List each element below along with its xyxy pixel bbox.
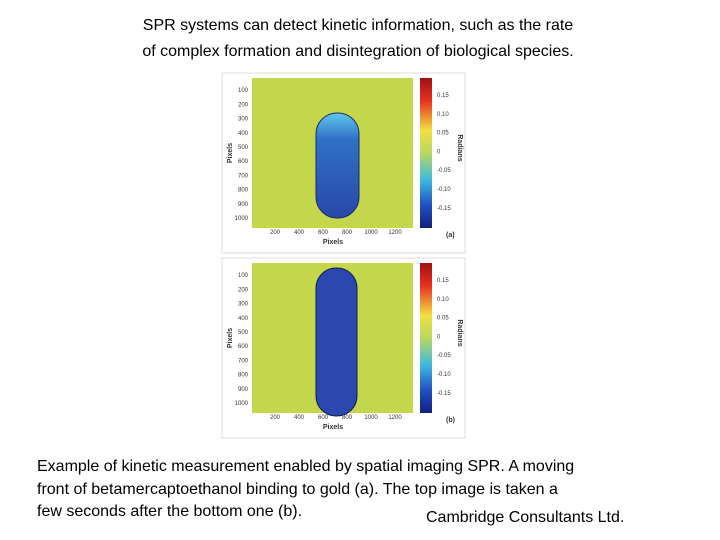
y-tick-label: 500 [238,330,249,336]
x-tick-label: 600 [318,230,329,236]
y-tick-label: 1000 [235,401,249,407]
colorbar-tick-label: -0.15 [437,206,451,212]
colorbar-tick-label: -0.10 [437,372,451,378]
caption-line: front of betamercaptoethanol binding to … [37,481,558,498]
colorbar-label: Radians [456,134,463,161]
y-axis-label: Pixels [227,143,234,163]
heatmap-blob [315,267,358,417]
colorbar-tick-label: -0.05 [437,353,451,359]
x-tick-label: 1200 [388,230,402,236]
y-tick-label: 600 [238,159,249,165]
y-tick-label: 100 [238,273,249,279]
y-tick-label: 800 [238,373,249,379]
y-tick-label: 200 [238,102,249,108]
colorbar [420,263,432,413]
x-tick-label: 400 [294,415,305,421]
colorbar [420,78,432,228]
colorbar-tick-label: 0.05 [437,131,449,137]
header-line: of complex formation and disintegration … [142,43,573,60]
y-tick-label: 800 [238,188,249,194]
x-tick-label: 200 [270,415,281,421]
y-tick-label: 900 [238,202,249,208]
x-tick-label: 800 [342,230,353,236]
colorbar-tick-label: 0 [437,334,441,340]
panel-tag: (b) [446,417,455,424]
colorbar-tick-label: -0.10 [437,187,451,193]
y-tick-label: 200 [238,287,249,293]
y-tick-label: 300 [238,302,249,308]
y-tick-label: 900 [238,387,249,393]
x-tick-label: 600 [318,415,329,421]
y-tick-label: 100 [238,88,249,94]
y-tick-label: 1000 [235,216,249,222]
colorbar-tick-label: 0.05 [437,316,449,322]
x-tick-label: 1000 [364,230,378,236]
y-tick-label: 400 [238,316,249,322]
colorbar-tick-label: -0.15 [437,391,451,397]
colorbar-label: Radians [456,319,463,346]
colorbar-tick-label: 0.15 [437,278,449,284]
y-tick-label: 700 [238,358,249,364]
panel-tag: (a) [446,232,455,239]
x-tick-label: 800 [342,415,353,421]
credit: Cambridge Consultants Ltd. [426,509,624,526]
colorbar-tick-label: 0.10 [437,297,449,303]
x-tick-label: 200 [270,230,281,236]
x-axis-label: Pixels [323,239,343,246]
colorbar-tick-label: -0.05 [437,168,451,174]
x-tick-label: 1000 [364,415,378,421]
heatmap-blob [315,112,360,219]
y-tick-label: 400 [238,131,249,137]
colorbar-tick-label: 0.15 [437,93,449,99]
y-axis-label: Pixels [227,328,234,348]
caption-line: Example of kinetic measurement enabled b… [37,458,574,475]
colorbar-tick-label: 0 [437,149,441,155]
header-line: SPR systems can detect kinetic informati… [143,17,574,34]
x-axis-label: Pixels [323,424,343,431]
y-tick-label: 700 [238,173,249,179]
caption-line: few seconds after the bottom one (b). [37,503,302,520]
y-tick-label: 500 [238,145,249,151]
y-tick-label: 300 [238,117,249,123]
x-tick-label: 400 [294,230,305,236]
colorbar-tick-label: 0.10 [437,112,449,118]
y-tick-label: 600 [238,344,249,350]
x-tick-label: 1200 [388,415,402,421]
